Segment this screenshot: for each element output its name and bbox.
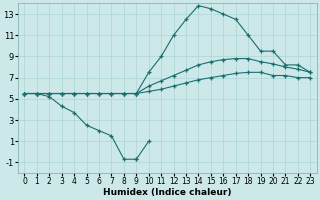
X-axis label: Humidex (Indice chaleur): Humidex (Indice chaleur) (103, 188, 232, 197)
